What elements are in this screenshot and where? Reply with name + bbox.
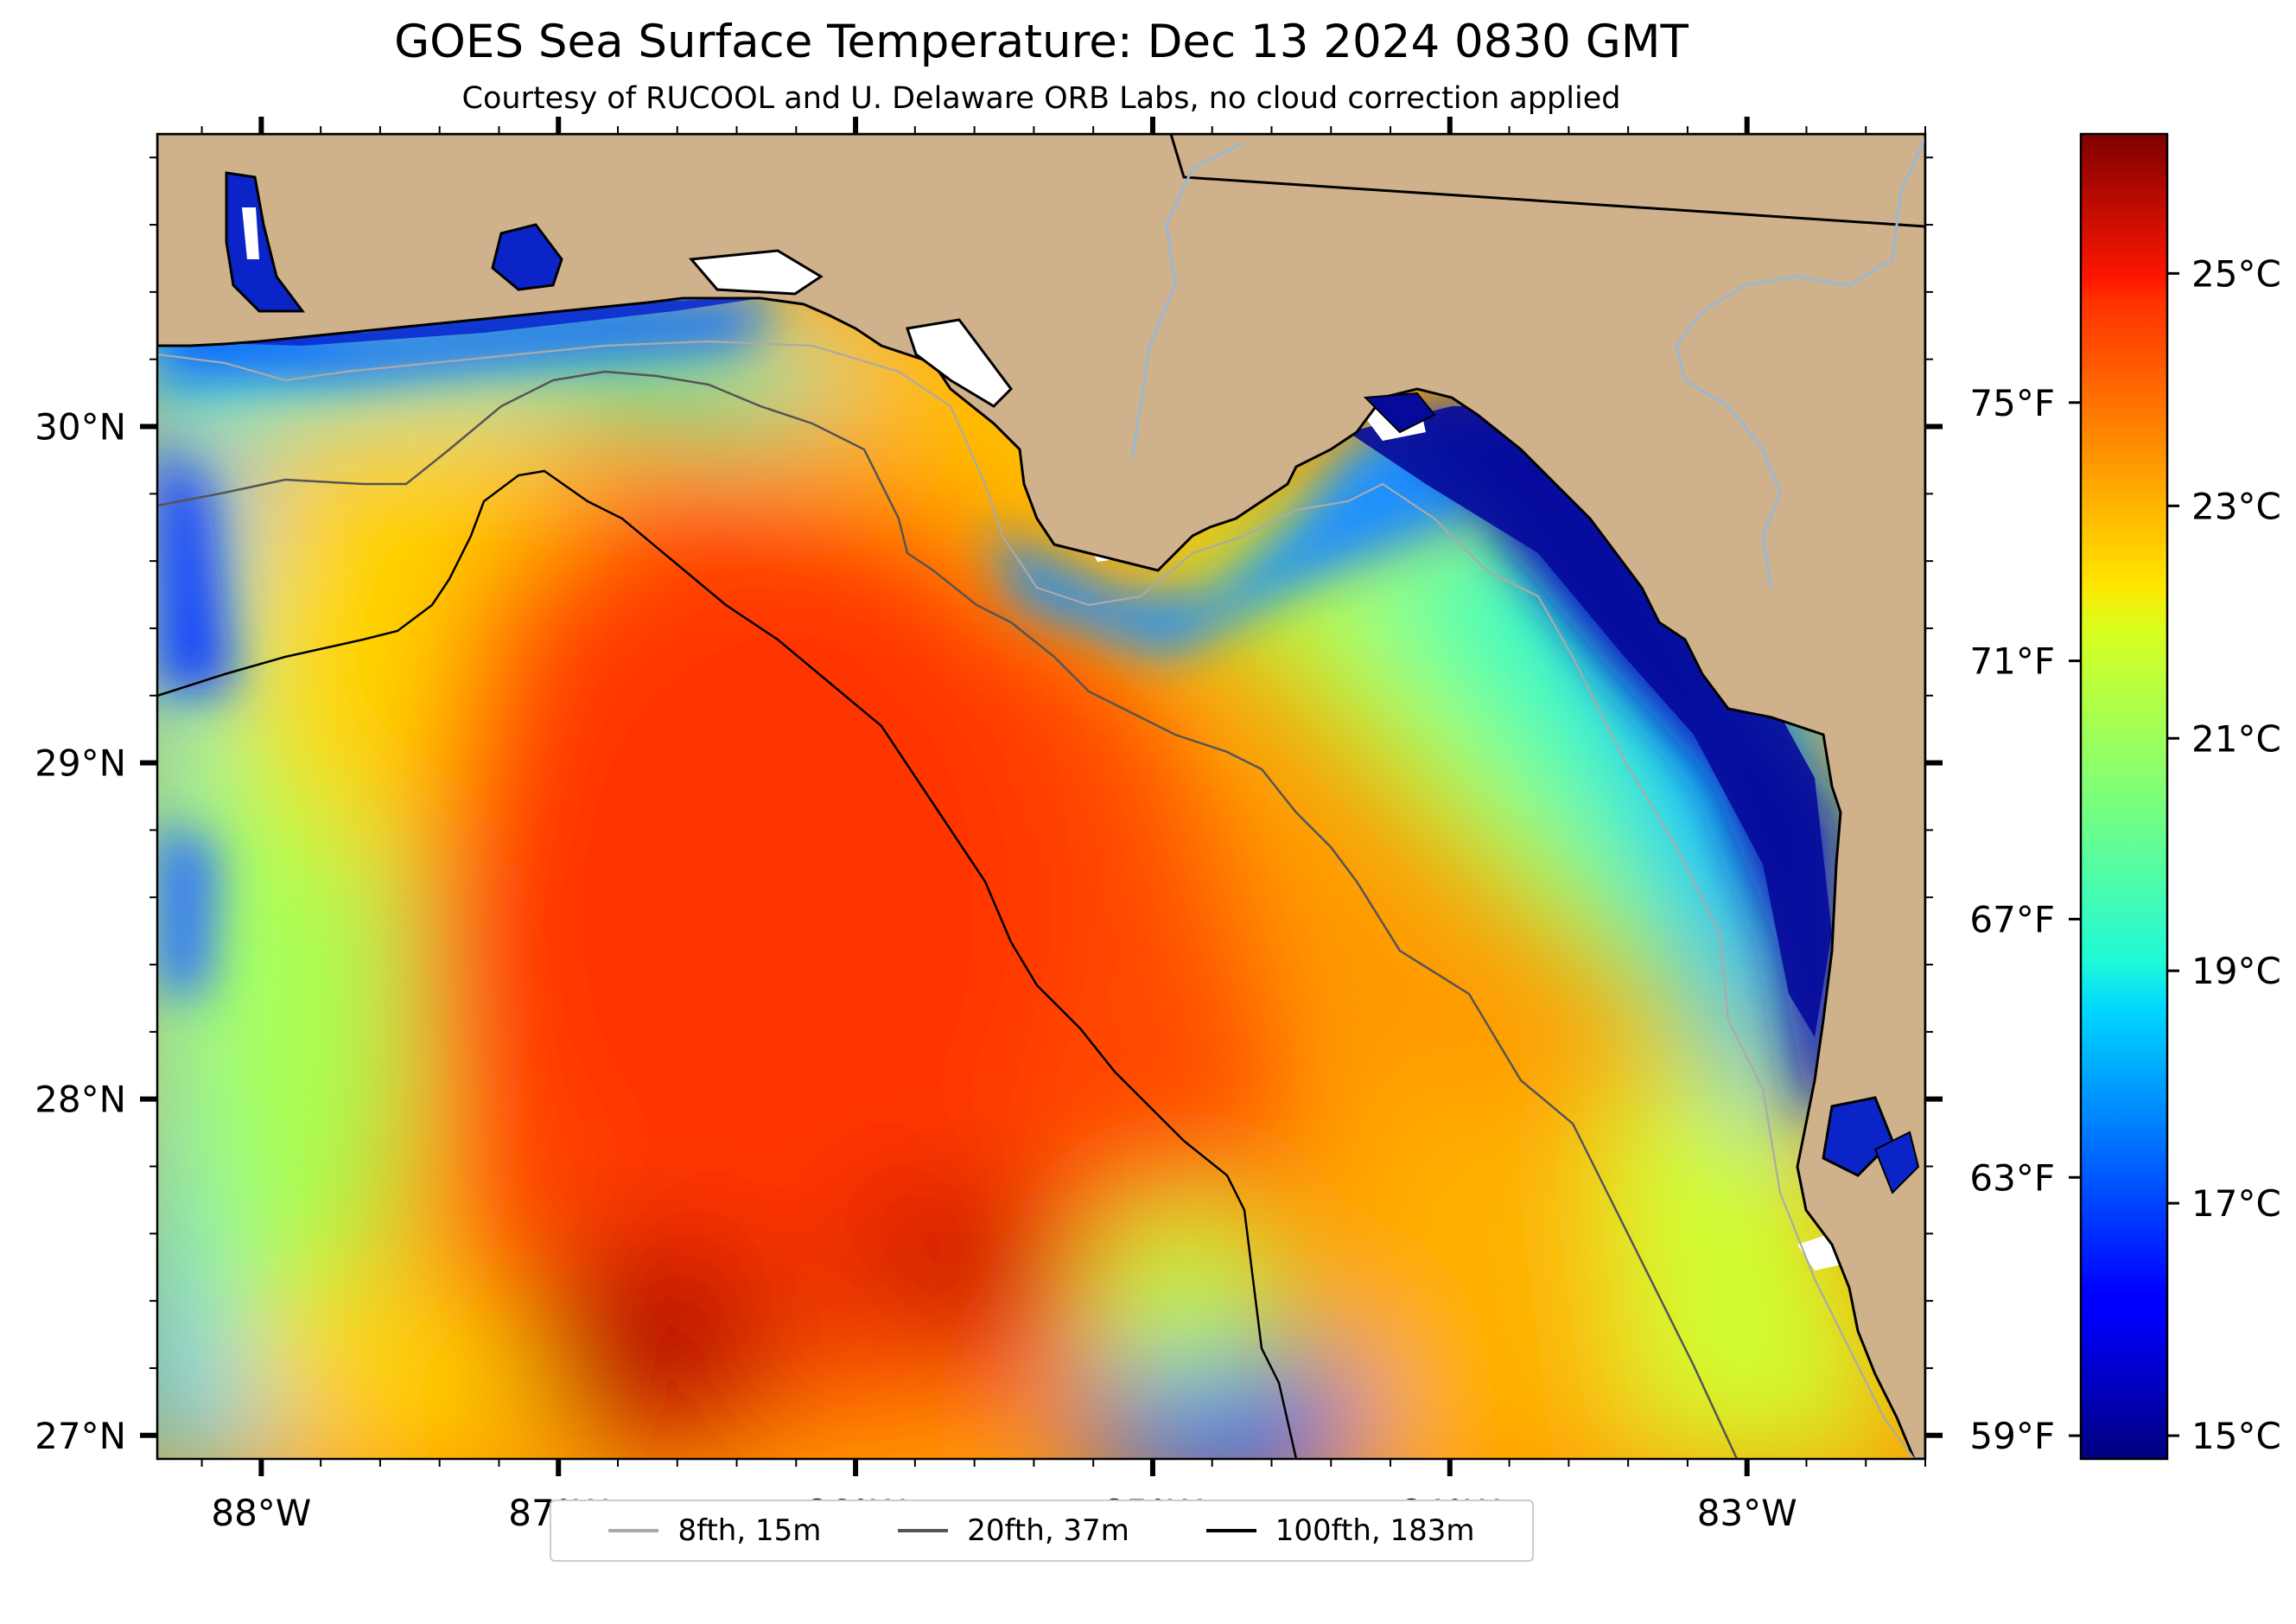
river <box>1675 137 1925 589</box>
legend-item-8fth: 8fth, 15m <box>608 1513 821 1548</box>
map-subtitle: Courtesy of RUCOOL and U. Delaware ORB L… <box>461 81 1621 116</box>
land <box>157 134 1925 1459</box>
legend-label: 20fth, 37m <box>967 1513 1129 1548</box>
legend-swatch <box>1205 1529 1256 1532</box>
celsius-tick-label: 17°C <box>2191 1182 2281 1225</box>
land-polygon <box>157 134 1925 1459</box>
legend-item-100fth: 100fth, 183m <box>1205 1513 1475 1548</box>
celsius-tick-label: 25°C <box>2191 252 2281 295</box>
map-tick-marks <box>149 126 1933 1467</box>
fahrenheit-tick-label: 75°F <box>1969 382 2055 424</box>
colorbar-fahrenheit-axis: 75°F 71°F 67°F 63°F 59°F <box>1969 382 2081 1457</box>
fahrenheit-tick-label: 71°F <box>1969 640 2055 683</box>
celsius-tick-label: 19°C <box>2191 950 2281 992</box>
fahrenheit-tick-label: 67°F <box>1969 898 2055 940</box>
colorbar-celsius-axis: 25°C 23°C 21°C 19°C 17°C 15°C <box>2167 252 2281 1457</box>
latitude-axis: 30°N 29°N 28°N 27°N <box>35 406 1943 1457</box>
legend-label: 100fth, 183m <box>1275 1513 1475 1548</box>
legend-swatch <box>608 1529 659 1532</box>
fahrenheit-tick-label: 63°F <box>1969 1156 2055 1199</box>
river <box>1130 141 1245 459</box>
latitude-tick-label: 30°N <box>35 406 126 449</box>
legend-label: 8fth, 15m <box>677 1513 822 1548</box>
latitude-tick-label: 28°N <box>35 1079 126 1121</box>
map-title: GOES Sea Surface Temperature: Dec 13 202… <box>394 16 1689 68</box>
longitude-tick-label: 83°W <box>1697 1492 1797 1534</box>
celsius-tick-label: 15°C <box>2191 1415 2281 1457</box>
legend-swatch <box>898 1529 949 1532</box>
longitude-tick-label: 88°W <box>211 1492 311 1534</box>
celsius-tick-label: 23°C <box>2191 485 2281 527</box>
state-border <box>1169 134 1925 228</box>
legend-item-20fth: 20fth, 37m <box>898 1513 1129 1548</box>
contour-8fth <box>157 340 1915 1459</box>
contour-100fth <box>157 469 1298 1459</box>
colorbar <box>2079 132 2169 1461</box>
bathymetry <box>157 340 1915 1459</box>
sst-field <box>157 134 1925 1459</box>
map-frame <box>156 132 1927 1461</box>
fahrenheit-tick-label: 59°F <box>1969 1415 2055 1457</box>
contour-20fth <box>157 370 1739 1459</box>
latitude-tick-label: 27°N <box>35 1415 126 1457</box>
legend: 8fth, 15m 20fth, 37m 100fth, 183m <box>550 1500 1534 1562</box>
celsius-tick-label: 21°C <box>2191 717 2281 760</box>
latitude-tick-label: 29°N <box>35 742 126 785</box>
